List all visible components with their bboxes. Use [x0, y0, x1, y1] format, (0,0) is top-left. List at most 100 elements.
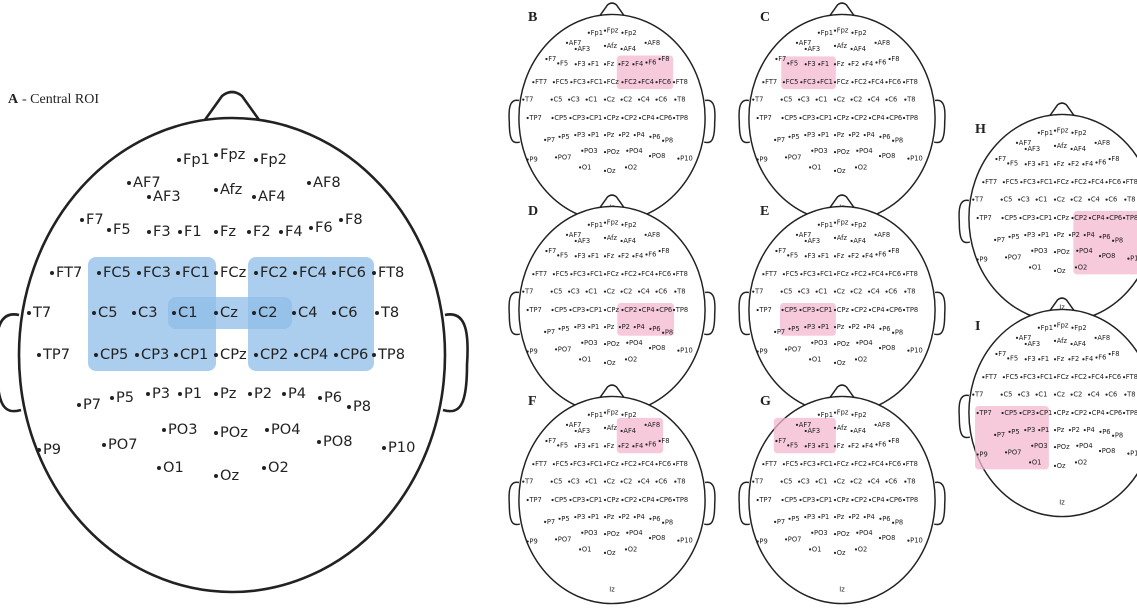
electrode-label: FC1 [1040, 373, 1053, 381]
electrode-label: P6 [1102, 233, 1110, 241]
electrode-label: P8 [895, 329, 903, 337]
electrode-label: FC4 [871, 78, 884, 86]
electrode-label: Fpz [607, 219, 619, 227]
ear [443, 314, 468, 411]
electrode-label: FC6 [888, 460, 901, 468]
electrode-label: POz [837, 340, 850, 348]
electrode-label: P4 [866, 323, 874, 331]
electrode-label: CP1 [1039, 214, 1052, 222]
electrode-label: P3 [1027, 426, 1035, 434]
electrode-label: CP1 [1039, 409, 1052, 417]
electrode-label: FC6 [658, 270, 671, 278]
electrode-label: P10 [910, 537, 923, 545]
electrode-dot [265, 428, 269, 432]
electrode-label: PO7 [1008, 448, 1022, 456]
electrode-label: FC5 [556, 460, 569, 468]
electrode-label: FT7 [535, 270, 547, 278]
electrode-label: F4 [285, 223, 303, 240]
electrode-label: CP4 [300, 346, 328, 363]
electrode-label: C2 [1073, 196, 1082, 204]
electrode-label: C4 [641, 288, 650, 296]
electrode-dot [214, 230, 218, 234]
electrode-label: FC2 [624, 270, 637, 278]
electrode-label: P4 [636, 323, 644, 331]
electrode-label: O2 [858, 163, 868, 171]
electrode-label: CP2 [624, 306, 637, 314]
electrode-label: CP1 [819, 306, 832, 314]
electrode-label: AF3 [153, 188, 181, 205]
electrode-label: C3 [801, 478, 810, 486]
electrode-label: AF3 [577, 237, 590, 245]
electrode-label: P7 [547, 136, 555, 144]
electrode-label: FC5 [556, 270, 569, 278]
electrode-label: FC1 [820, 270, 833, 278]
electrode-label: C3 [1021, 196, 1030, 204]
electrode-label: P9 [759, 538, 767, 546]
electrode-label: FCz [1057, 178, 1070, 186]
electrode-label: F1 [821, 60, 829, 68]
electrode-label: P6 [882, 133, 890, 141]
electrode-label: Fz [837, 60, 845, 68]
electrode-label: POz [607, 340, 620, 348]
electrode-label: FCz [607, 460, 620, 468]
electrode-label: Afz [1057, 337, 1068, 345]
electrode-label: F2 [621, 442, 629, 450]
electrode-label: P1 [1041, 426, 1049, 434]
electrode-dot [37, 448, 41, 452]
electrode-label: CP6 [659, 306, 672, 314]
electrode-label: F1 [1041, 160, 1049, 168]
electrode-label: P10 [680, 537, 693, 545]
electrode-label: FC2 [854, 460, 867, 468]
electrode-dot [382, 446, 386, 450]
electrode-label: C5 [553, 288, 562, 296]
electrode-label: TP7 [528, 306, 541, 314]
electrode-label: FC1 [820, 78, 833, 86]
electrode-label: FC4 [871, 460, 884, 468]
electrode-label: C1 [1038, 196, 1047, 204]
electrode-label: Fp1 [1041, 324, 1053, 332]
electrode-label: CP3 [141, 346, 169, 363]
electrode-label: FT8 [676, 270, 688, 278]
electrode-label: POz [607, 148, 620, 156]
electrode-dot [307, 181, 311, 185]
electrode-dot [214, 153, 218, 157]
electrode-label: F8 [1111, 155, 1119, 163]
electrode-label: PO3 [1034, 442, 1048, 450]
electrode-label: AF4 [623, 237, 636, 245]
electrode-label: CP3 [1022, 214, 1035, 222]
electrode-label: C3 [801, 96, 810, 104]
electrode-label: Fpz [607, 27, 619, 35]
electrode-label: Oz [837, 549, 846, 557]
electrode-label: FC6 [888, 78, 901, 86]
electrode-label: Afz [837, 424, 848, 432]
electrode-label: C3 [801, 288, 810, 296]
electrode-label: C1 [818, 478, 827, 486]
electrode-label: AF8 [313, 174, 341, 191]
electrode-label: P3 [577, 513, 585, 521]
electrode-label: TP8 [675, 306, 688, 314]
electrode-label: F8 [661, 55, 669, 63]
electrode-label: C1 [588, 96, 597, 104]
electrode-label: FT7 [765, 460, 777, 468]
electrode-label: PO4 [1079, 247, 1093, 255]
electrode-label: POz [607, 530, 620, 538]
electrode-dot [77, 403, 81, 407]
electrode-label: FT8 [906, 460, 918, 468]
electrode-label: CP2 [624, 496, 637, 504]
electrode-dot [309, 226, 313, 230]
ear [934, 292, 945, 334]
electrode-label: T7 [754, 478, 763, 486]
electrode-label: F8 [1111, 350, 1119, 358]
electrode-label: O2 [628, 545, 638, 553]
electrode-dot [178, 230, 182, 234]
electrode-label: Fp1 [591, 29, 603, 37]
electrode-label: F5 [790, 251, 798, 259]
electrode-label: CP3 [572, 306, 585, 314]
electrode-label: CP6 [340, 346, 368, 363]
electrode-label: P7 [997, 236, 1005, 244]
electrode-dot [102, 443, 106, 447]
electrode-label: C6 [888, 96, 897, 104]
electrode-dot [162, 428, 166, 432]
electrode-label: P3 [1027, 231, 1035, 239]
electrode-dot [332, 271, 336, 275]
